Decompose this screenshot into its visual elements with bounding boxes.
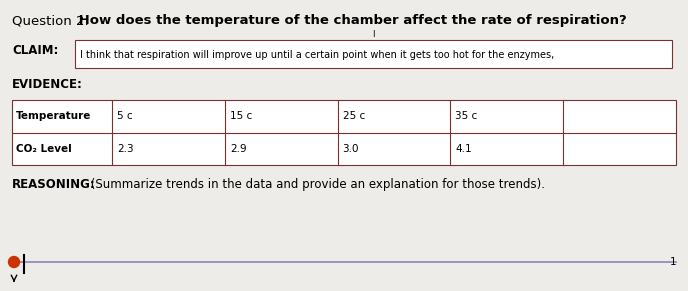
Text: How does the temperature of the chamber affect the rate of respiration?: How does the temperature of the chamber …	[74, 14, 627, 27]
Text: 1: 1	[669, 257, 676, 267]
Text: 35 c: 35 c	[455, 111, 477, 121]
Text: CO₂ Level: CO₂ Level	[16, 144, 72, 154]
Text: REASONING:: REASONING:	[12, 178, 96, 191]
Text: I: I	[372, 30, 375, 39]
Text: EVIDENCE:: EVIDENCE:	[12, 78, 83, 91]
Circle shape	[8, 256, 19, 267]
Text: 2.3: 2.3	[117, 144, 133, 154]
Bar	[12, 100, 676, 165]
Text: Temperature: Temperature	[16, 111, 92, 121]
Text: CLAIM:: CLAIM:	[12, 44, 58, 57]
Text: 25 c: 25 c	[343, 111, 365, 121]
Text: 2.9: 2.9	[230, 144, 246, 154]
Text: I think that respiration will improve up until a certain point when it gets too : I think that respiration will improve up…	[80, 50, 555, 60]
Text: 5 c: 5 c	[117, 111, 133, 121]
Text: 4.1: 4.1	[455, 144, 472, 154]
Text: (Summarize trends in the data and provide an explanation for those trends).: (Summarize trends in the data and provid…	[87, 178, 545, 191]
Text: 3.0: 3.0	[343, 144, 359, 154]
Bar	[75, 40, 672, 68]
Text: Question 2:: Question 2:	[12, 14, 93, 27]
Text: 15 c: 15 c	[230, 111, 252, 121]
